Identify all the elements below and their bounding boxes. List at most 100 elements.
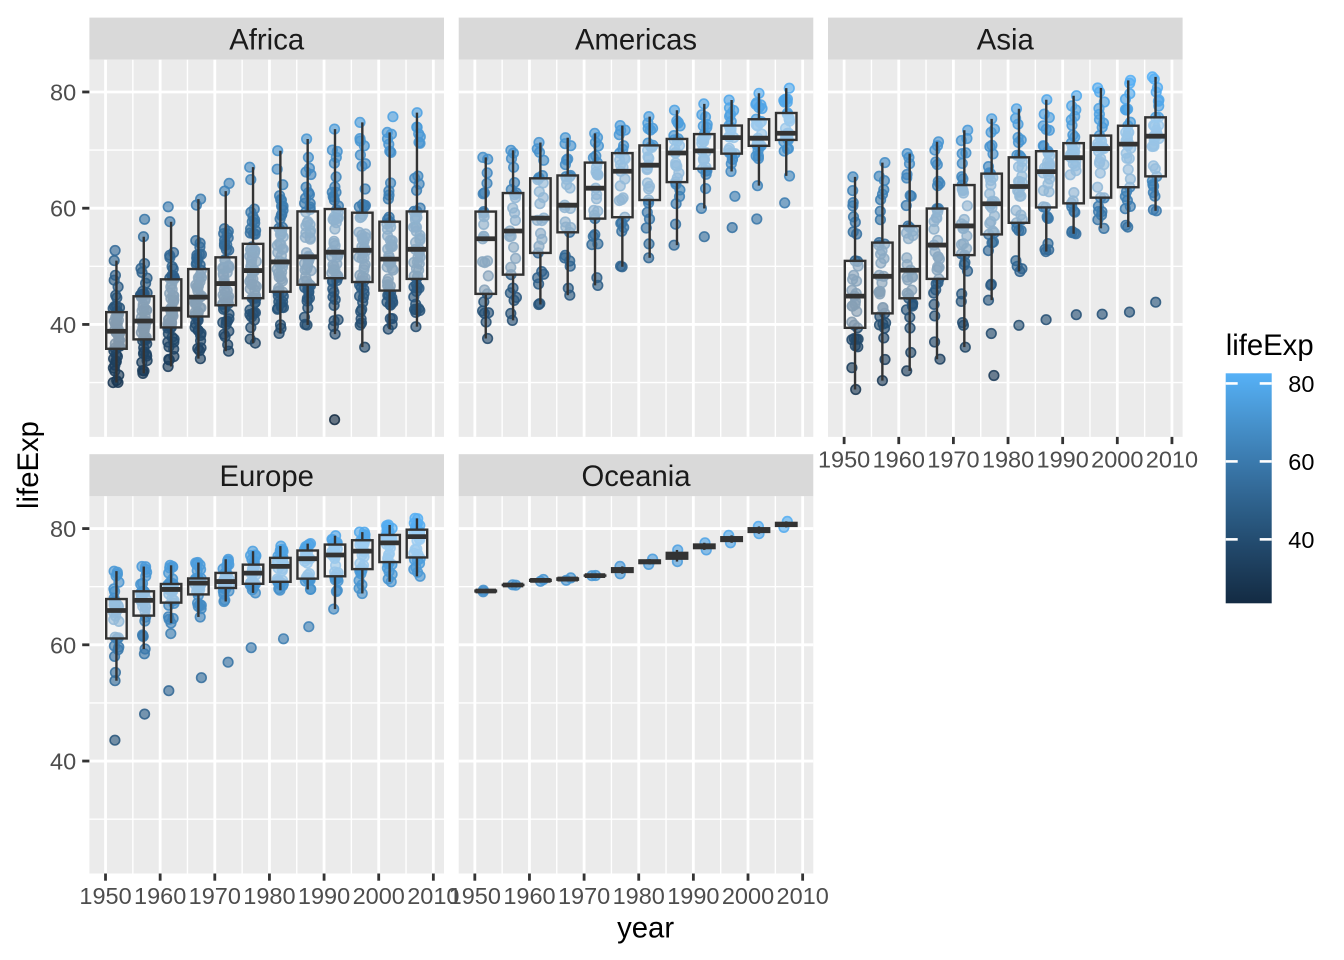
data-point [139, 708, 151, 720]
data-point [1013, 319, 1025, 331]
data-point [277, 633, 290, 645]
boxplot [843, 176, 867, 390]
data-point [139, 643, 151, 655]
box [186, 267, 210, 318]
boxplot [1089, 87, 1113, 229]
boxplot [350, 532, 374, 594]
data-point [847, 171, 859, 183]
x-tick-label: 2010 [777, 883, 829, 909]
data-point [482, 270, 494, 282]
panel-content [105, 107, 429, 426]
boxplot [665, 110, 689, 246]
panel-content [474, 82, 798, 345]
box [132, 590, 156, 617]
box [774, 111, 798, 142]
boxplot [583, 133, 607, 286]
box [665, 137, 689, 184]
x-tick-label: 2010 [407, 883, 459, 909]
data-point [245, 642, 257, 654]
boxplot [1144, 76, 1167, 211]
data-point [906, 284, 918, 296]
boxplot [692, 103, 716, 209]
data-point [1070, 309, 1082, 321]
data-point [165, 627, 177, 640]
data-point [932, 136, 945, 148]
boxplot [720, 100, 744, 172]
boxplot [132, 566, 156, 649]
legend-tick-label: 40 [1288, 527, 1314, 553]
boxplot [159, 221, 183, 367]
facet-asia: Asia 1950 1960 1970 1980 1990 2000 2010 [818, 17, 1198, 472]
boxplot [268, 546, 292, 591]
data-point [507, 241, 520, 253]
boxplot [378, 524, 402, 582]
y-tick-label: 60 [50, 632, 76, 658]
box [296, 210, 320, 286]
data-point [1122, 163, 1134, 176]
box [1007, 156, 1031, 224]
x-tick-label: 1980 [982, 446, 1034, 472]
boxplot [870, 162, 894, 381]
box [898, 224, 922, 300]
data-point [729, 190, 741, 202]
boxplot [1034, 99, 1058, 252]
boxplot [501, 150, 525, 321]
x-tick-label: 1960 [873, 446, 925, 472]
legend: lifeExp 40 60 80 [1225, 329, 1314, 604]
data-point [136, 560, 148, 573]
boxplot [186, 562, 210, 617]
data-point [617, 140, 630, 152]
data-point [848, 269, 860, 281]
facet-strip-label: Americas [575, 23, 697, 56]
boxplot [323, 535, 347, 610]
y-tick-label: 80 [50, 79, 76, 105]
facet-oceania: Oceania 1950 1960 1970 1980 1990 2000 2010 [449, 454, 829, 909]
boxplot [952, 130, 976, 348]
panel-content [105, 512, 429, 746]
data-point [303, 162, 316, 174]
data-point [930, 156, 942, 168]
boxplot [405, 518, 429, 577]
boxplot [556, 137, 580, 296]
box [132, 295, 156, 341]
boxplot [378, 132, 402, 330]
data-point [195, 672, 207, 684]
facet-strip-label: Europe [219, 460, 313, 493]
box [350, 211, 374, 284]
panel-content [843, 71, 1167, 396]
data-point [878, 184, 890, 196]
data-point [1066, 100, 1078, 112]
data-point [960, 147, 972, 159]
x-tick-label: 1980 [243, 883, 295, 909]
data-point [874, 205, 886, 217]
data-point [1150, 296, 1162, 308]
data-point [328, 603, 340, 615]
boxplot [925, 141, 949, 360]
data-point [505, 261, 517, 273]
facet-strip-label: Asia [977, 23, 1035, 56]
x-tick-label: 2010 [1146, 446, 1198, 472]
box [405, 210, 429, 281]
boxplot [296, 543, 320, 590]
data-point [409, 512, 421, 524]
boxplot [159, 565, 183, 624]
data-point [698, 231, 710, 243]
data-point [222, 656, 234, 668]
boxplot [747, 526, 771, 534]
data-point [1147, 204, 1159, 216]
facet-strip [89, 454, 445, 497]
data-point [1038, 108, 1050, 120]
panel-grid [458, 496, 814, 874]
data-point [139, 213, 151, 225]
data-point [847, 211, 860, 223]
facet-europe: Europe 40 60 80 1950 1960 1970 1980 1990 2000 2010 [50, 454, 459, 909]
boxplot [528, 142, 552, 305]
data-point [669, 218, 682, 230]
boxplot [105, 260, 128, 383]
boxplot [214, 559, 238, 602]
boxplots [474, 88, 798, 339]
y-tick-label: 60 [50, 196, 76, 222]
boxplot [774, 88, 798, 176]
